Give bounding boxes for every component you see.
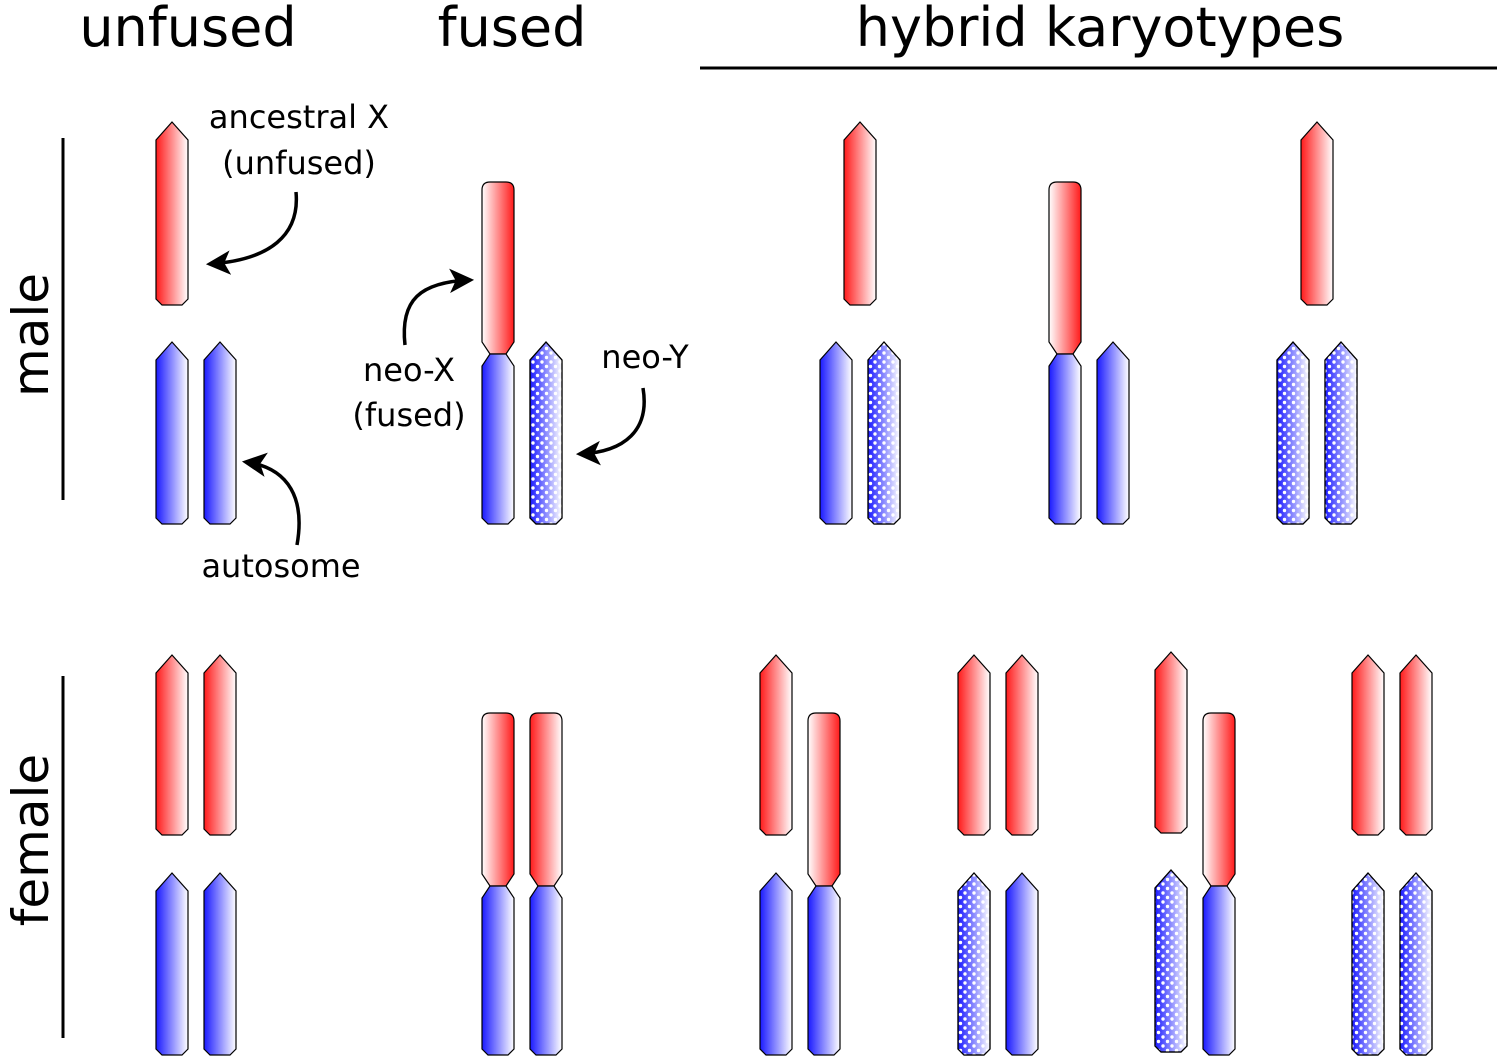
autosome-chromosome bbox=[203, 341, 237, 525]
neo-x-fused-x-arm bbox=[807, 712, 841, 887]
neo-x-fused-x-arm bbox=[1202, 712, 1236, 887]
row-label-male: male bbox=[2, 273, 60, 397]
ancestral-x-chromosome bbox=[1154, 651, 1188, 834]
neo-x-fused-x-arm bbox=[481, 181, 515, 355]
arrow-ancestral-x bbox=[205, 191, 299, 275]
ancestral-x-chromosome bbox=[155, 121, 189, 306]
autosome-chromosome bbox=[155, 341, 189, 525]
neo-x-fused-autosome-arm bbox=[1202, 885, 1236, 1056]
neo-x-fused-x-arm bbox=[1048, 181, 1082, 355]
ancestral-x-chromosome bbox=[843, 121, 877, 306]
neo-x-fused-autosome-arm bbox=[1048, 353, 1082, 525]
autosome-chromosome bbox=[819, 341, 853, 525]
header-unfused: unfused bbox=[79, 0, 296, 59]
ancestral-x-chromosome bbox=[1399, 654, 1433, 836]
autosome-chromosome bbox=[1096, 341, 1130, 525]
ancestral-x-chromosome bbox=[1351, 654, 1385, 836]
ancestral-x-chromosome bbox=[759, 654, 793, 836]
neo-y-dot-pattern bbox=[1399, 872, 1433, 1056]
chromosome-layer bbox=[155, 121, 1433, 1056]
neo-y-dot-pattern bbox=[1154, 869, 1188, 1053]
neo-y-dot-pattern bbox=[867, 341, 901, 525]
label-neo-x-line2: (fused) bbox=[352, 396, 465, 434]
ancestral-x-chromosome bbox=[1005, 654, 1039, 836]
arrow-neo-y bbox=[575, 387, 646, 466]
autosome-chromosome bbox=[155, 872, 189, 1056]
label-ancestral-x-line1: ancestral X bbox=[209, 98, 389, 136]
neo-y-dot-pattern bbox=[1351, 872, 1385, 1056]
neo-y-dot-pattern bbox=[957, 872, 991, 1056]
neo-y-dot-pattern bbox=[529, 341, 563, 525]
ancestral-x-chromosome bbox=[203, 654, 237, 836]
neo-x-fused-x-arm bbox=[481, 712, 515, 887]
autosome-chromosome bbox=[759, 872, 793, 1056]
arrow-autosome bbox=[241, 452, 301, 546]
neo-x-fused-autosome-arm bbox=[481, 885, 515, 1056]
neo-y-dot-pattern bbox=[1324, 341, 1358, 525]
autosome-chromosome bbox=[203, 872, 237, 1056]
neo-y-dot-pattern bbox=[1276, 341, 1310, 525]
row-label-female: female bbox=[2, 754, 60, 926]
neo-x-fused-autosome-arm bbox=[807, 885, 841, 1056]
label-neo-x-line1: neo-X bbox=[363, 351, 455, 389]
neo-x-fused-autosome-arm bbox=[529, 885, 563, 1056]
neo-x-fused-autosome-arm bbox=[481, 353, 515, 525]
header-hybrid-karyotypes: hybrid karyotypes bbox=[856, 0, 1344, 59]
ancestral-x-chromosome bbox=[957, 654, 991, 836]
arrow-neo-x bbox=[402, 268, 475, 346]
label-autosome: autosome bbox=[201, 547, 360, 585]
ancestral-x-chromosome bbox=[1300, 121, 1334, 306]
label-ancestral-x-line2: (unfused) bbox=[222, 144, 376, 182]
neo-x-fused-x-arm bbox=[529, 712, 563, 887]
autosome-chromosome bbox=[1005, 872, 1039, 1056]
label-neo-y: neo-Y bbox=[601, 338, 689, 376]
ancestral-x-chromosome bbox=[155, 654, 189, 836]
header-fused: fused bbox=[438, 0, 587, 59]
